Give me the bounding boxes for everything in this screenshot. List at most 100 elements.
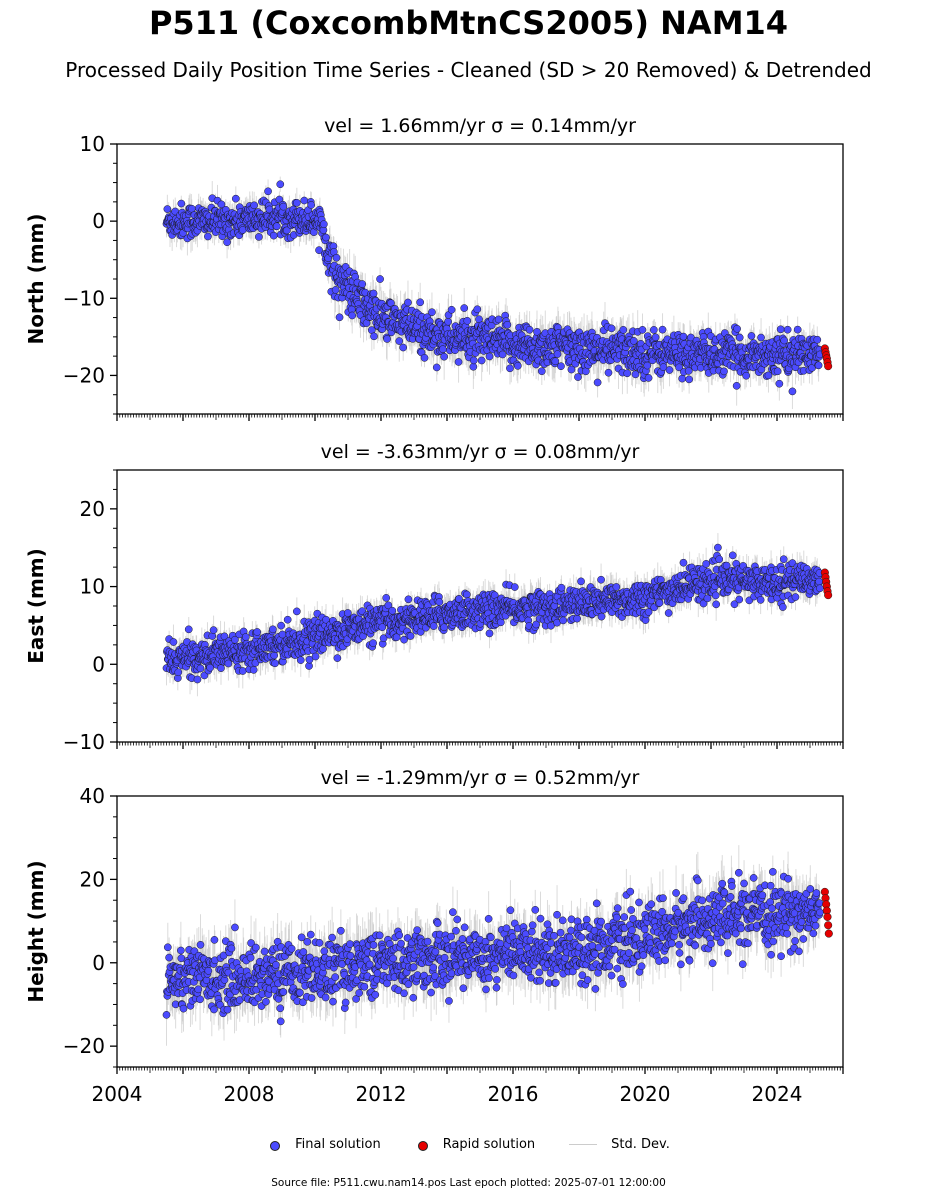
final-point: [395, 337, 404, 345]
panel-north-data: [162, 176, 833, 410]
final-point: [780, 336, 789, 345]
final-point: [557, 362, 565, 371]
final-point: [735, 333, 744, 342]
final-point: [658, 325, 667, 334]
final-point: [300, 196, 309, 205]
final-point: [348, 311, 357, 320]
final-point: [376, 275, 384, 283]
final-point: [498, 350, 507, 359]
final-point: [369, 289, 378, 298]
final-point: [651, 333, 660, 342]
final-point: [206, 663, 214, 672]
final-point: [358, 280, 367, 288]
final-point: [764, 371, 773, 380]
final-point: [733, 324, 741, 333]
final-point: [788, 387, 797, 396]
final-point: [604, 368, 613, 377]
final-point: [231, 194, 240, 203]
y-tick-label: 10: [80, 132, 105, 156]
final-point: [629, 337, 638, 345]
y-tick-label: −20: [63, 363, 105, 387]
final-point: [503, 320, 512, 329]
final-points: [162, 180, 824, 396]
final-point: [209, 626, 218, 634]
final-point: [477, 356, 486, 365]
final-point: [383, 335, 391, 343]
final-point: [460, 304, 469, 312]
final-point: [720, 367, 728, 376]
panel-east-data: [162, 533, 833, 697]
final-point: [567, 365, 576, 374]
final-point: [463, 316, 472, 325]
final-point: [223, 238, 231, 247]
final-point: [307, 201, 316, 209]
final-point: [416, 298, 425, 307]
final-point: [231, 635, 239, 644]
final-point: [776, 325, 785, 334]
final-point: [322, 233, 330, 242]
final-point: [174, 668, 183, 677]
final-point: [320, 220, 328, 229]
final-point: [814, 361, 823, 370]
final-point: [783, 325, 792, 334]
final-point: [177, 199, 186, 208]
final-point: [485, 352, 494, 361]
final-point: [665, 366, 674, 374]
final-point: [513, 362, 522, 370]
final-point: [224, 659, 233, 668]
final-point: [193, 675, 202, 684]
y-axis-label: North (mm): [24, 213, 48, 344]
final-point: [631, 370, 640, 379]
final-point: [494, 315, 503, 324]
final-points: [162, 543, 824, 684]
panel-title: vel = 1.66mm/yr σ = 0.14mm/yr: [324, 115, 636, 137]
final-point: [684, 367, 693, 375]
figure-title: P511 (CoxcombMtnCS2005) NAM14: [148, 4, 789, 42]
final-point: [163, 205, 172, 213]
final-point: [241, 633, 250, 641]
final-point: [420, 353, 429, 362]
final-point: [169, 638, 178, 646]
final-point: [732, 381, 741, 390]
panel-north: −20 −10 0 10 vel = 1.66mm/yr σ = 0.14mm/yr No…: [24, 115, 844, 421]
final-point: [269, 231, 278, 240]
final-point: [432, 363, 441, 372]
final-point: [292, 199, 301, 207]
final-point: [469, 356, 478, 365]
final-point: [196, 664, 205, 673]
final-point: [742, 371, 751, 380]
final-point: [525, 325, 534, 334]
final-point: [644, 374, 653, 382]
final-point: [607, 324, 616, 333]
final-point: [404, 298, 412, 307]
final-point: [506, 364, 514, 373]
final-point: [332, 253, 341, 262]
final-point: [638, 326, 647, 334]
final-point: [447, 305, 456, 314]
final-point: [475, 315, 483, 324]
final-point: [217, 664, 225, 672]
final-point: [276, 180, 285, 189]
final-point: [537, 367, 546, 376]
final-point: [428, 308, 436, 317]
final-point: [238, 667, 247, 675]
final-point: [255, 233, 263, 241]
final-point: [574, 373, 582, 381]
final-point: [649, 326, 658, 334]
figure-subtitle: Processed Daily Position Time Series - C…: [65, 58, 872, 82]
final-point: [813, 335, 822, 344]
final-point: [678, 374, 687, 383]
final-point: [619, 326, 628, 334]
final-point: [440, 352, 449, 361]
final-point: [775, 379, 784, 388]
final-point: [184, 625, 193, 634]
final-point: [279, 202, 288, 211]
final-point: [315, 246, 323, 255]
final-point: [553, 350, 562, 358]
final-point: [551, 357, 560, 366]
final-point: [793, 325, 802, 334]
rapid-points: [820, 344, 833, 371]
final-point: [250, 201, 258, 210]
final-point: [370, 332, 378, 341]
y-tick-label: 0: [92, 209, 105, 233]
